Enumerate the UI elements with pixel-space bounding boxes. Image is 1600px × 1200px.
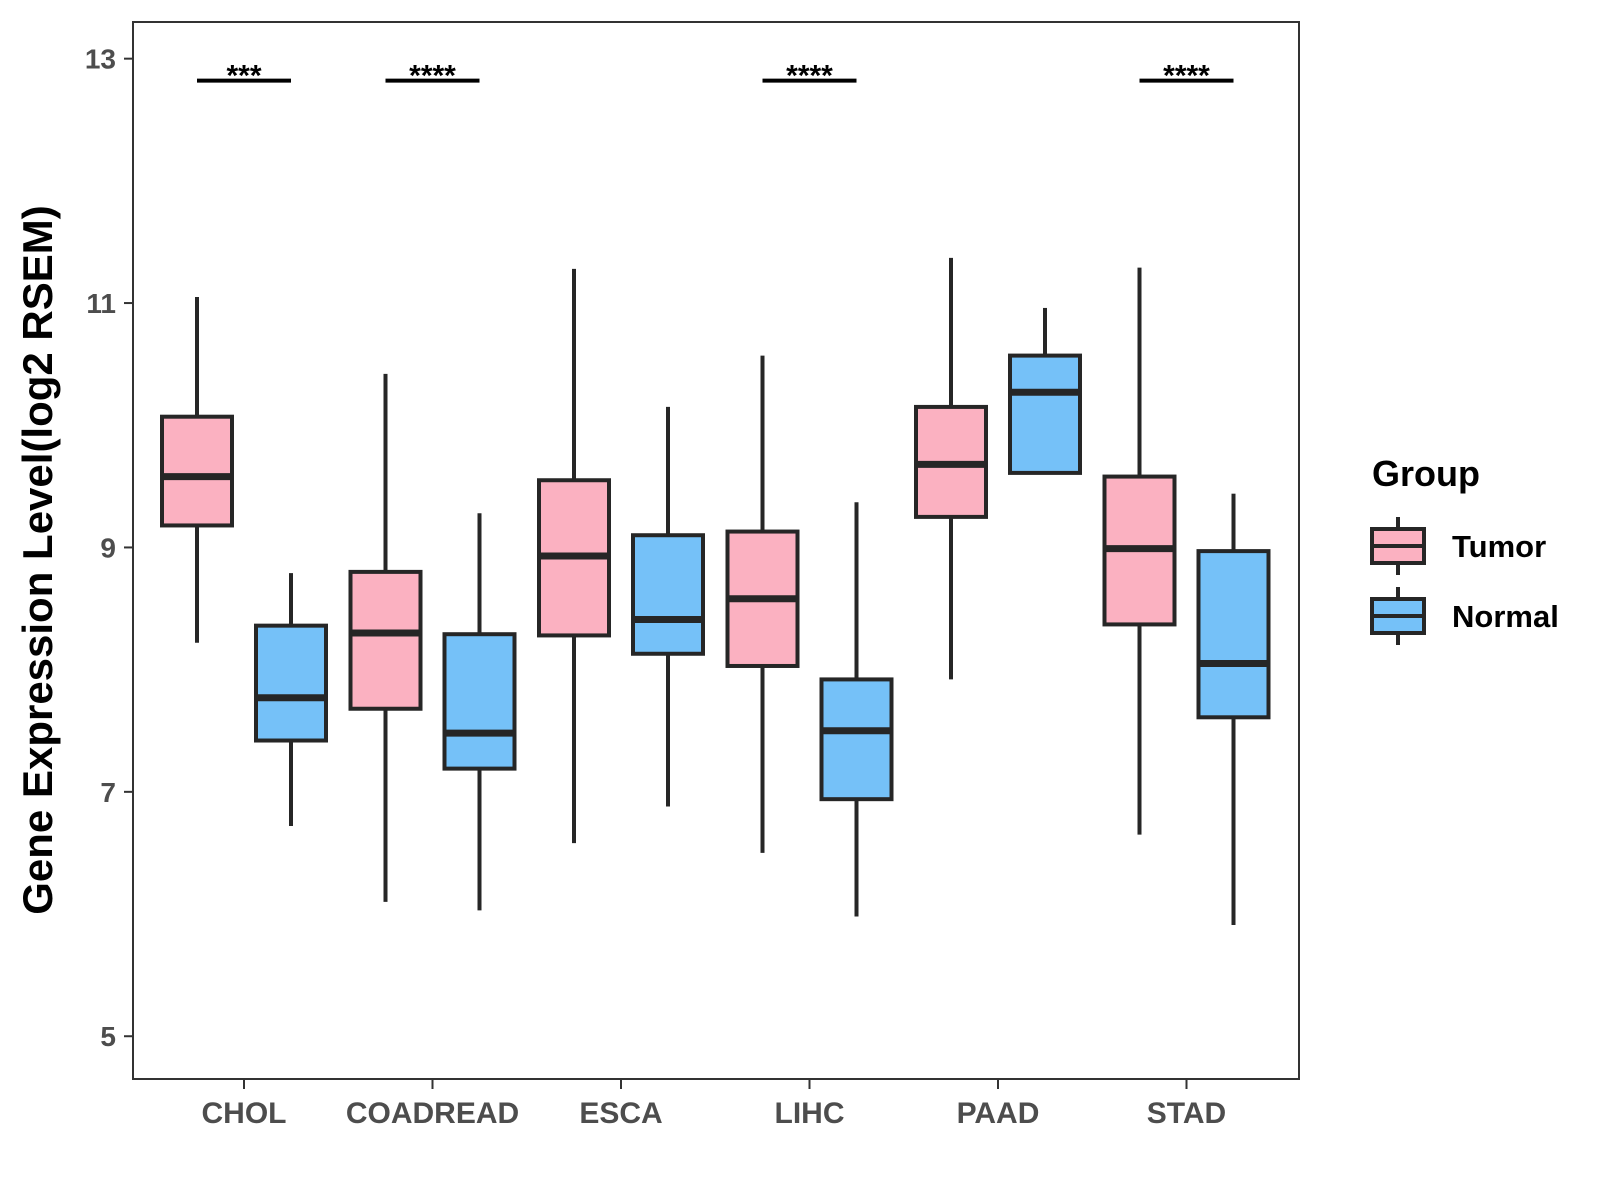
box-normal-coadread xyxy=(442,513,517,911)
x-tick-label-paad: PAAD xyxy=(957,1097,1040,1130)
box-iqr xyxy=(254,623,328,743)
box-normal-paad xyxy=(1008,307,1082,475)
box-tumor-lihc xyxy=(725,355,800,853)
box-iqr xyxy=(1196,549,1271,720)
box-iqr xyxy=(348,569,423,711)
box-normal-chol xyxy=(254,573,328,827)
x-axis: CHOL COADREAD ESCA LIHC PAAD STAD xyxy=(202,1079,1226,1130)
box-iqr xyxy=(1008,353,1082,475)
y-tick-label: 13 xyxy=(85,44,116,75)
legend-label-tumor: Tumor xyxy=(1452,529,1546,564)
legend-key-normal xyxy=(1370,587,1426,645)
box-tumor-stad xyxy=(1102,267,1177,835)
legend: Group Tumor Normal xyxy=(1370,453,1559,645)
x-tick-label-stad: STAD xyxy=(1147,1097,1226,1130)
box-normal-stad xyxy=(1196,493,1271,926)
box-iqr xyxy=(631,533,705,656)
legend-key-tumor xyxy=(1370,517,1426,575)
significance-label: **** xyxy=(409,60,456,93)
box-tumor-paad xyxy=(914,257,988,680)
y-axis-title: Gene Expression Level(log2 RSEM) xyxy=(14,205,61,915)
box-tumor-coadread xyxy=(348,373,423,902)
box-tumor-chol xyxy=(160,296,234,643)
y-tick-label: 5 xyxy=(100,1021,116,1052)
x-tick-label-coadread: COADREAD xyxy=(346,1097,519,1130)
significance-lihc: **** xyxy=(762,60,857,93)
legend-label-normal: Normal xyxy=(1452,599,1559,634)
box-iqr xyxy=(819,677,894,802)
significance-label: **** xyxy=(1163,60,1210,93)
x-tick-label-esca: ESCA xyxy=(579,1097,662,1130)
significance-stad: **** xyxy=(1139,60,1234,93)
significance-label: *** xyxy=(226,60,261,93)
box-iqr xyxy=(160,414,234,528)
boxes-layer xyxy=(160,257,1271,926)
significance-chol: *** xyxy=(197,60,291,93)
significance-coadread: **** xyxy=(385,60,480,93)
legend-title: Group xyxy=(1372,453,1480,494)
box-iqr xyxy=(442,632,517,771)
y-tick-label: 11 xyxy=(86,288,116,319)
box-normal-esca xyxy=(631,406,705,807)
significance-annotations: *** **** **** **** xyxy=(197,60,1234,93)
y-tick-label: 9 xyxy=(100,532,116,563)
y-tick-label: 7 xyxy=(100,777,116,808)
box-normal-lihc xyxy=(819,502,894,917)
y-axis: 5 7 9 11 13 xyxy=(85,44,133,1052)
x-tick-label-lihc: LIHC xyxy=(775,1097,845,1130)
box-tumor-esca xyxy=(537,268,611,844)
x-tick-label-chol: CHOL xyxy=(202,1097,287,1130)
significance-label: **** xyxy=(786,60,833,93)
